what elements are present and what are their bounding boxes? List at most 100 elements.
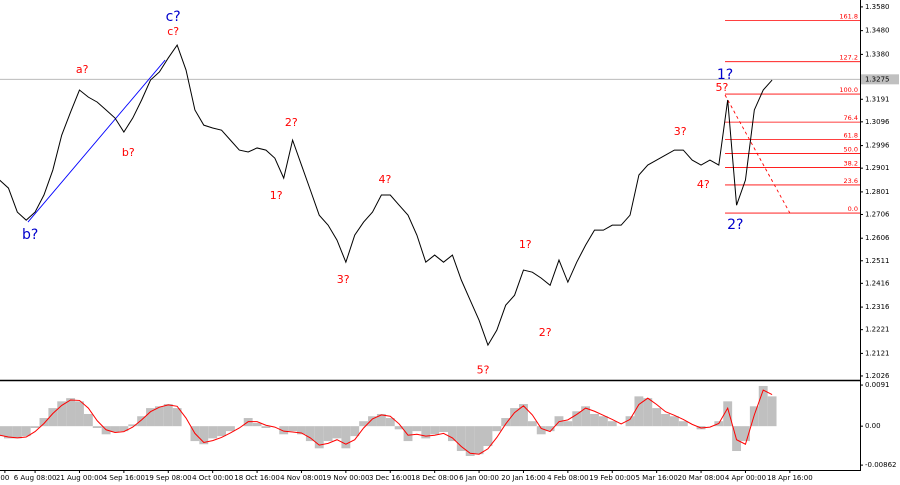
- fib-label: 76.4: [844, 114, 858, 122]
- histogram-bar: [661, 413, 670, 427]
- histogram-bar: [146, 408, 155, 427]
- wave-label: a?: [76, 63, 89, 76]
- y-tick-label: 1.2026: [865, 372, 890, 380]
- wave-label: 2?: [285, 116, 298, 129]
- histogram-bar: [474, 426, 484, 455]
- y-tick-label: 1.2511: [865, 257, 890, 265]
- histogram-bar: [669, 416, 679, 427]
- x-tick-label: 19 Sep 08:00: [145, 474, 192, 482]
- histogram-bar: [199, 426, 209, 445]
- histogram-bar: [119, 426, 129, 432]
- histogram-bar: [341, 426, 351, 449]
- histogram-bar: [572, 411, 582, 427]
- fib-label: 127.2: [839, 54, 858, 62]
- fib-label: 50.0: [844, 146, 858, 154]
- histogram-bar: [350, 426, 360, 437]
- histogram-bar: [536, 426, 546, 435]
- wave-label: 1?: [270, 189, 283, 202]
- x-tick-label: 4 Oct 00:00: [192, 474, 233, 482]
- x-tick-label: 19 Nov 00:00: [322, 474, 369, 482]
- histogram-bar: [252, 423, 262, 427]
- histogram-bar: [492, 426, 502, 432]
- histogram-bar: [376, 413, 386, 427]
- x-tick-label: 20 Mar 08:00: [678, 474, 725, 482]
- wave-label: 5?: [477, 363, 490, 376]
- histogram-bar: [128, 424, 138, 427]
- x-tick-label: 4 Apr 00:00: [725, 474, 766, 482]
- histogram-bar: [652, 408, 662, 427]
- histogram-bar: [590, 413, 599, 427]
- wave-label: 4?: [697, 178, 710, 191]
- y-tick-label: 1.3380: [865, 50, 890, 58]
- histogram-bar: [288, 426, 298, 432]
- series-line: [0, 44, 773, 347]
- histogram-bar: [421, 426, 431, 439]
- histogram-bar: [30, 426, 40, 428]
- y-tick-label: 1.3191: [865, 95, 890, 103]
- wave-label: 3?: [337, 273, 350, 286]
- histogram-bar: [75, 401, 84, 427]
- histogram-bar: [741, 426, 750, 442]
- histogram-bar: [465, 426, 475, 456]
- x-tick-label: 00: [0, 474, 9, 482]
- histogram-bar: [261, 426, 271, 428]
- histogram-bar: [758, 385, 768, 427]
- y-tick-label: 0.00: [865, 422, 881, 430]
- y-tick-label: 1.3480: [865, 27, 890, 35]
- histogram-bar: [66, 398, 76, 427]
- x-tick-label: 6 Aug 08:00: [14, 474, 57, 482]
- wave-label: 5?: [715, 81, 728, 94]
- histogram-bar: [3, 426, 13, 439]
- histogram-bar: [598, 416, 608, 427]
- histogram-bar: [323, 426, 333, 442]
- histogram-bar: [39, 418, 49, 427]
- histogram-bar: [634, 396, 644, 427]
- fib-label: 23.6: [844, 177, 858, 185]
- histogram-bar: [368, 416, 377, 427]
- histogram-bar: [545, 426, 555, 432]
- histogram-bar: [314, 426, 324, 449]
- x-tick-label: 4 Feb 08:00: [547, 474, 588, 482]
- histogram-bar: [225, 426, 235, 432]
- fib-label: 61.8: [844, 132, 858, 140]
- histogram-bar: [607, 421, 617, 427]
- histogram-bar: [163, 404, 173, 427]
- histogram-bar: [305, 426, 315, 442]
- y-tick-label: 1.2996: [865, 142, 890, 150]
- x-tick-label: 4 Nov 08:00: [280, 474, 323, 482]
- x-tick-label: 5 Mar 16:00: [636, 474, 678, 482]
- histogram-bar: [359, 421, 369, 427]
- histogram-bar: [678, 421, 688, 427]
- histogram-bar: [456, 426, 466, 452]
- y-tick-label: 1.3580: [865, 3, 890, 11]
- histogram-bar: [563, 421, 573, 427]
- y-tick-label: 1.2706: [865, 210, 890, 218]
- histogram-bar: [447, 426, 457, 442]
- y-tick-label: 1.2121: [865, 349, 890, 357]
- x-tick-label: 20 Jan 16:00: [501, 474, 545, 482]
- histogram-bar: [385, 418, 395, 427]
- wave-label: 2?: [727, 217, 743, 233]
- histogram-bar: [297, 426, 306, 435]
- x-tick-label: 3 Dec 16:00: [369, 474, 412, 482]
- histogram-bar: [483, 426, 493, 447]
- histogram-bar: [519, 404, 528, 427]
- wave-label: 1?: [519, 238, 532, 251]
- histogram-bar: [217, 426, 226, 437]
- y-tick-label: 1.2801: [865, 188, 890, 196]
- wave-label: c?: [167, 25, 179, 38]
- trend-line: [724, 94, 791, 214]
- x-tick-label: 19 Feb 00:00: [589, 474, 635, 482]
- x-tick-label: 4 Sep 16:00: [103, 474, 145, 482]
- y-tick-label: 1.2901: [865, 164, 890, 172]
- histogram-bar: [110, 426, 120, 433]
- fib-label: 161.8: [839, 13, 858, 21]
- wave-label: 2?: [539, 326, 552, 339]
- wave-label: 4?: [379, 173, 392, 186]
- y-tick-label: -0.00862: [865, 461, 896, 469]
- histogram-bar: [154, 406, 164, 427]
- histogram-bar: [208, 426, 218, 439]
- histogram-bar: [581, 406, 591, 427]
- histogram-bar: [439, 426, 448, 433]
